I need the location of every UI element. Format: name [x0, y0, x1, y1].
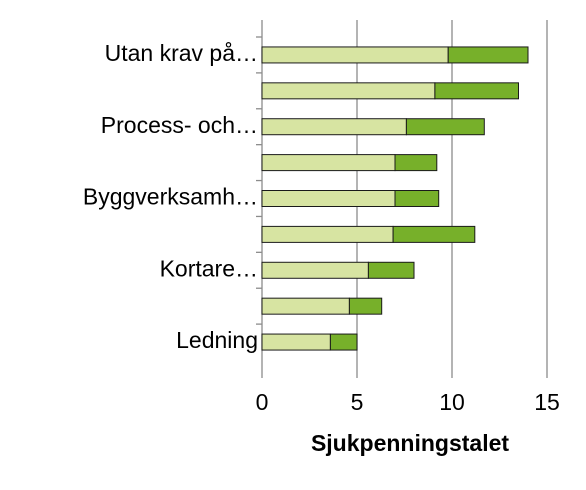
x-tick-label: 10: [439, 389, 465, 415]
x-axis-title: Sjukpenningstalet: [311, 430, 509, 456]
bar-segment: [261, 225, 394, 243]
bar-segment: [261, 297, 350, 315]
bar-segment: [348, 297, 383, 315]
bar-segment: [261, 82, 436, 100]
y-tick-label: Ledning: [176, 327, 258, 353]
y-tick-label: Utan krav på…: [105, 40, 258, 66]
x-tick-label: 5: [351, 389, 364, 415]
x-tick-label: 15: [534, 389, 560, 415]
bar-segment: [392, 225, 476, 243]
bar-segment: [261, 333, 331, 351]
bar-segment: [261, 46, 449, 64]
bar-segment: [394, 154, 438, 172]
bar-segment: [367, 261, 415, 279]
bar-segment: [447, 46, 529, 64]
y-tick-label: Byggverksamh…: [83, 184, 258, 210]
bar-segment: [394, 190, 440, 207]
bar-segment: [261, 190, 396, 207]
y-tick-label: Process- och…: [101, 112, 258, 138]
bar-segment: [261, 261, 369, 279]
bar-segment: [261, 118, 407, 136]
bar-segment: [329, 333, 358, 351]
bar-segment: [434, 82, 519, 100]
bar-segment: [405, 118, 485, 136]
y-tick-label: Kortare…: [160, 255, 258, 281]
x-tick-label: 0: [256, 389, 269, 415]
bar-segment: [261, 154, 396, 172]
